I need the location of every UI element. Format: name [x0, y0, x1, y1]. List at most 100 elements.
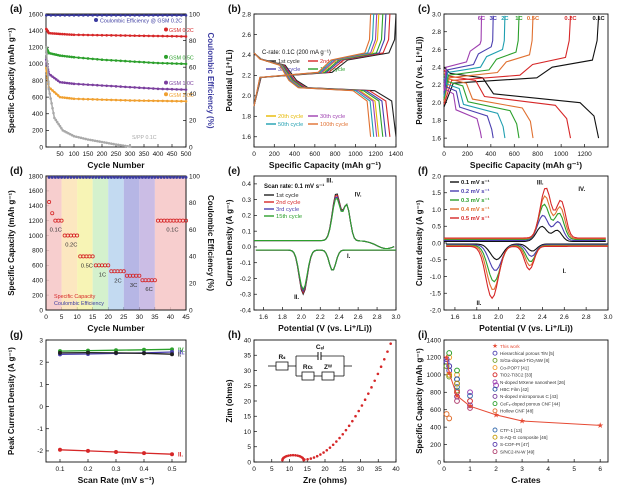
data-point — [382, 358, 386, 361]
x-tick-label: 5 — [60, 314, 64, 321]
y-tick-label: 0 — [247, 459, 251, 466]
efficiency-point — [116, 175, 120, 179]
series-line — [255, 249, 396, 296]
literature-point — [446, 363, 453, 370]
series-label: GSM 0.2C — [169, 28, 194, 34]
legend-marker — [164, 92, 168, 97]
x-tick-label: 1 — [468, 466, 472, 473]
y-axis-label: Potential (Li⁺/Li) — [225, 49, 234, 111]
efficiency-point — [88, 175, 92, 179]
y-tick-label: 1.6 — [242, 134, 251, 141]
y-tick-label: 2.2 — [432, 82, 441, 89]
y-tick-label: 2.0 — [432, 173, 441, 180]
y-tick-label: 2.4 — [432, 65, 441, 72]
y-tick-label: 2.8 — [432, 29, 441, 36]
x-tick-label: 2.6 — [560, 314, 569, 321]
legend-label: N-doped MXene nanosheet [26] — [500, 380, 565, 385]
rate-band — [61, 176, 78, 310]
y-tick-label: 600 — [32, 263, 43, 270]
x-tick-label: 1.8 — [472, 314, 481, 321]
y-tick-label: -1.0 — [430, 274, 442, 281]
peak-label: I. — [563, 269, 567, 275]
series-line — [255, 249, 396, 293]
y-tick-label: 3.0 — [432, 11, 441, 18]
rate-label: 6C — [145, 287, 152, 293]
x-tick-label: 500 — [181, 151, 192, 158]
legend-label: 15th cycle — [276, 214, 302, 220]
this-work-star-marker: ★ — [443, 353, 450, 362]
data-point — [357, 409, 361, 413]
data-point — [309, 457, 313, 460]
y-tick-label: -0.4 — [240, 307, 252, 314]
data-point — [170, 352, 174, 357]
x-tick-label: 2.0 — [494, 314, 503, 321]
y-tick-label: 20 — [244, 398, 252, 405]
legend-label: Hollow CNF [48] — [500, 409, 533, 414]
plot-frame — [253, 339, 397, 463]
legend-label: S-AQ-G composite [46] — [500, 435, 548, 440]
literature-point — [467, 405, 473, 411]
x-axis-label: Specific Capacity (mAh g⁻¹) — [470, 160, 582, 170]
y-tick-label: 2.6 — [242, 32, 251, 39]
data-point — [306, 457, 309, 461]
efficiency-point — [184, 175, 188, 179]
y-right-tick-label: 0 — [189, 307, 193, 314]
y-tick-label: 3 — [39, 337, 43, 344]
y-right-tick-label: 40 — [189, 91, 197, 98]
x-tick-label: 0.5 — [167, 466, 176, 473]
legend-label: 0.2 mV s⁻¹ — [461, 188, 490, 195]
data-point — [331, 443, 335, 447]
capacity-point — [50, 211, 55, 216]
panel-g: 0.1 0.2 0.3 0.4 0.5 -2 -1 0 1 2 3 Scan Rate (mV s⁻¹… — [7, 330, 187, 485]
x-tick-label: 4 — [546, 466, 550, 473]
y-right-tick-label: 80 — [189, 200, 197, 207]
peak-label: I. — [347, 254, 351, 260]
efficiency-point — [69, 175, 73, 179]
x-tick-label: 3 — [520, 466, 524, 473]
y-tick-label: 1.8 — [242, 114, 251, 121]
plot-frame — [45, 175, 187, 311]
y-tick-label: 0.5 — [432, 224, 441, 231]
y-right-tick-label: 60 — [189, 227, 197, 234]
data-point — [322, 451, 325, 454]
series-line — [443, 15, 534, 102]
y-tick-label: 2.4 — [242, 52, 251, 59]
y-tick-label: 1.6 — [432, 135, 441, 142]
series-label: 0.5C — [527, 16, 540, 22]
efficiency-point — [172, 175, 176, 179]
x-axis-label: Potential (V (vs. Li⁺/Li)) — [479, 323, 573, 333]
x-tick-label: 600 — [509, 151, 520, 158]
series-label: GSM 2.0C — [169, 93, 194, 99]
data-point — [379, 365, 383, 369]
data-point — [386, 350, 389, 353]
data-point — [142, 451, 146, 456]
data-point — [376, 372, 380, 376]
x-tick-label: 30 — [136, 314, 144, 321]
x-axis-label: Potential (V (vs. Li⁺/Li)) — [278, 323, 372, 333]
y-right-tick-label: 20 — [189, 118, 197, 125]
series-line — [446, 245, 608, 300]
x-tick-label: 2.8 — [373, 314, 382, 321]
series-line — [444, 187, 606, 239]
panel-label: (c) — [418, 4, 430, 15]
series-line — [443, 15, 506, 97]
efficiency-point — [175, 175, 179, 179]
rate-label: 3C — [130, 283, 137, 289]
x-tick-label: 1000 — [348, 151, 363, 158]
series-line — [443, 80, 494, 139]
y-tick-label: 0 — [39, 144, 43, 151]
series-label: 6C — [478, 16, 486, 22]
data-point — [114, 450, 118, 455]
legend-label: Specific Capacity — [54, 294, 96, 300]
literature-point — [446, 415, 453, 422]
y-tick-label: 1200 — [29, 45, 44, 52]
y-tick-label: 1.0 — [432, 207, 441, 214]
series-label: II. — [178, 453, 183, 459]
y-tick-label: 2.6 — [432, 47, 441, 54]
data-point — [351, 419, 354, 423]
efficiency-point — [122, 175, 126, 179]
x-tick-label: 2.2 — [316, 314, 325, 321]
efficiency-point — [100, 175, 104, 179]
panel-b: 0 200 400 600 800 1000 1200 1400 1.6 1.8 2.0 2.2 2.4… — [225, 4, 404, 170]
y-right-axis-label: Coulombic Efficiency (%) — [206, 195, 215, 291]
